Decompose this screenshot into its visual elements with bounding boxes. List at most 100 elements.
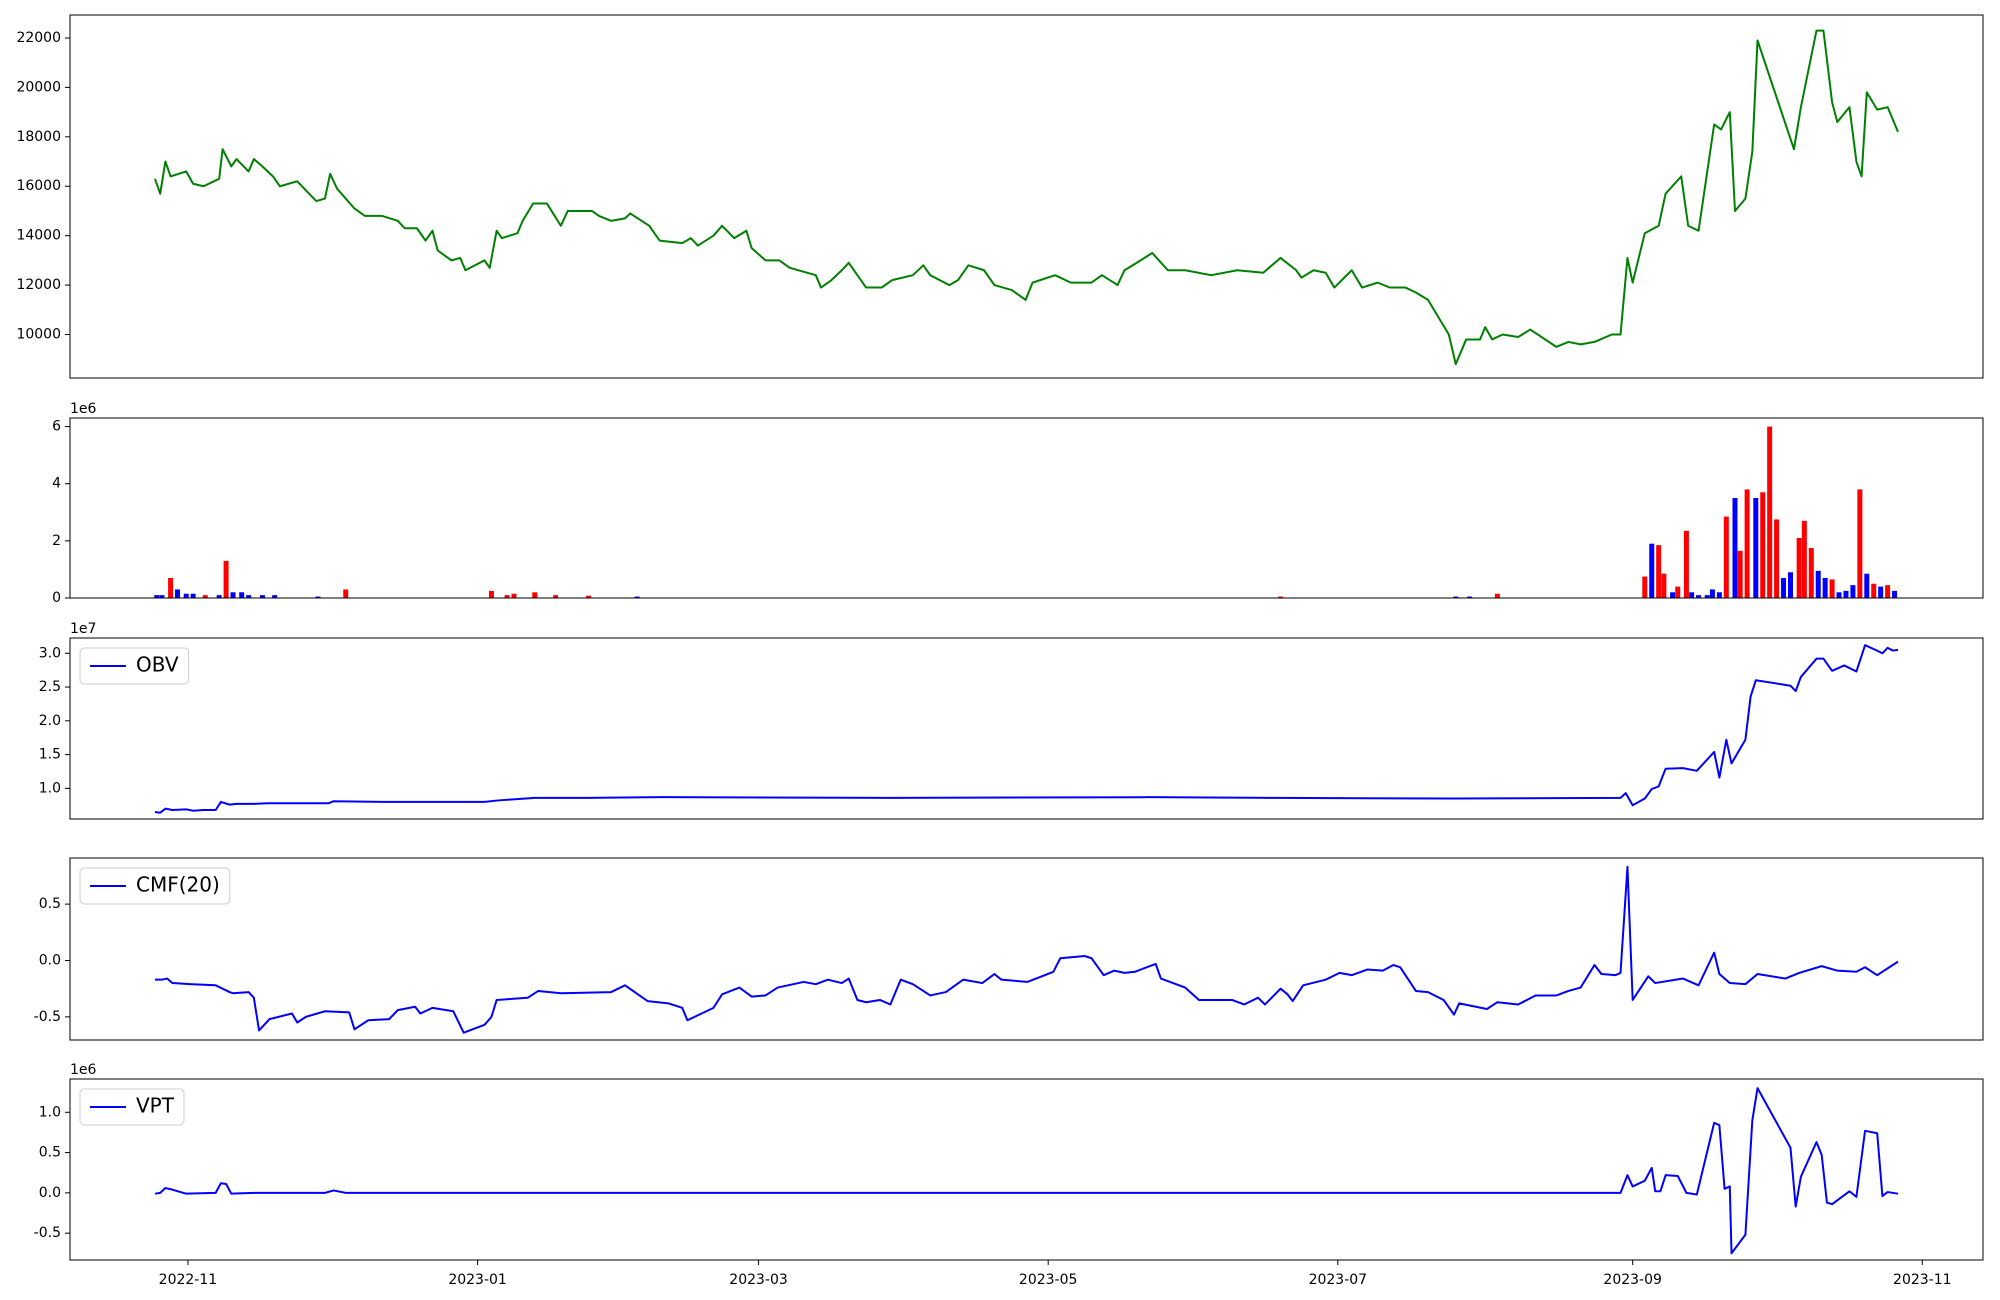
bar [230, 592, 236, 598]
bar [246, 595, 252, 598]
bar [315, 596, 321, 598]
y-tick-label: 10000 [16, 327, 61, 343]
bar [1864, 573, 1870, 598]
bar [1815, 570, 1821, 598]
bar [1885, 585, 1891, 598]
x-tick-label: 2023-09 [1603, 1272, 1662, 1288]
bar [1760, 492, 1766, 598]
bar [1642, 576, 1648, 598]
bar [1675, 586, 1681, 598]
y-tick-label: 3.0 [39, 645, 61, 661]
plot-area [154, 29, 1899, 366]
bar [154, 595, 160, 598]
y-tick-label: 16000 [16, 178, 61, 194]
axes-frame [69, 637, 1984, 820]
plot-area [154, 644, 1899, 814]
bar [1716, 592, 1722, 598]
axis-offset-label: 1e7 [70, 621, 96, 637]
bar [1857, 489, 1863, 598]
axis-offset-label: 1e6 [70, 1062, 97, 1078]
bar [183, 593, 189, 598]
bar [1467, 596, 1473, 598]
plot-area [154, 426, 1898, 598]
y-tick-label: 2.5 [39, 679, 61, 695]
data-line [154, 865, 1899, 1034]
legend: OBV [79, 647, 190, 685]
bar [223, 560, 229, 598]
y-tick-label: 14000 [16, 228, 61, 244]
data-line [154, 1087, 1899, 1255]
bar [586, 595, 592, 598]
bar [1732, 498, 1738, 598]
bar [1774, 519, 1780, 598]
data-line [154, 29, 1899, 366]
bar [1878, 586, 1884, 598]
bar [1850, 585, 1856, 598]
axes-frame [69, 417, 1984, 599]
legend-label: CMF(20) [136, 873, 220, 897]
y-tick-label: 12000 [16, 277, 61, 293]
bar [1704, 595, 1710, 598]
panel: -0.5 0.0 0.5 1.0 2022-11 2023-01 2023-03 2023-0… [34, 1062, 1984, 1288]
bar [272, 595, 278, 598]
legend: CMF(20) [79, 867, 231, 905]
x-tick-label: 2022-11 [159, 1272, 218, 1288]
axes-frame [69, 1078, 1984, 1261]
bar [1696, 595, 1702, 598]
legend: VPT [79, 1088, 185, 1126]
bar [532, 592, 538, 598]
bar [1661, 573, 1667, 598]
bar [159, 595, 165, 598]
y-tick-label: 4 [52, 476, 61, 492]
bar [1822, 578, 1828, 598]
bar [1808, 548, 1814, 598]
bar [1871, 583, 1877, 598]
bar [1689, 592, 1695, 598]
data-line [154, 644, 1899, 814]
y-tick-label: 2 [52, 533, 61, 549]
bar [488, 590, 494, 598]
bar [190, 593, 196, 598]
bar [175, 589, 181, 598]
bar [239, 592, 245, 598]
bar [1767, 426, 1773, 598]
legend-box [79, 647, 190, 685]
axes-frame [69, 14, 1984, 379]
bar [1278, 596, 1284, 598]
bar [1737, 550, 1743, 598]
y-tick-label: 1.0 [39, 780, 61, 796]
bar [1796, 538, 1802, 598]
y-tick-label: 1.5 [39, 747, 61, 763]
bar [1787, 572, 1793, 598]
bar [1753, 498, 1759, 598]
bar [1494, 593, 1500, 598]
x-tick-label: 2023-05 [1019, 1272, 1078, 1288]
plot-area [154, 1087, 1899, 1255]
panel: 1.0 1.5 2.0 2.5 3.0 1e7 OBV [39, 621, 1984, 820]
bar [1670, 592, 1676, 598]
y-tick-label: 6 [52, 419, 61, 435]
panel: -0.5 0.0 0.5 CMF(20) [34, 857, 1984, 1041]
legend-box [79, 867, 231, 905]
y-tick-label: 20000 [16, 79, 61, 95]
bar [168, 578, 174, 598]
y-tick-label: -0.5 [34, 1225, 61, 1241]
axes-frame [69, 857, 1984, 1041]
bar [1836, 592, 1842, 598]
x-tick-label: 2023-07 [1309, 1272, 1368, 1288]
legend-box [79, 1088, 185, 1126]
bar [1892, 590, 1898, 598]
y-tick-label: 0 [52, 590, 61, 606]
bar [1829, 579, 1835, 598]
bar [1709, 589, 1715, 598]
bar [202, 595, 208, 598]
legend-label: OBV [136, 653, 179, 677]
bar [1656, 545, 1662, 598]
bar [1801, 520, 1807, 598]
legend-label: VPT [136, 1094, 175, 1118]
bar [1683, 530, 1689, 598]
x-tick-label: 2023-03 [729, 1272, 788, 1288]
bar [1843, 590, 1849, 598]
